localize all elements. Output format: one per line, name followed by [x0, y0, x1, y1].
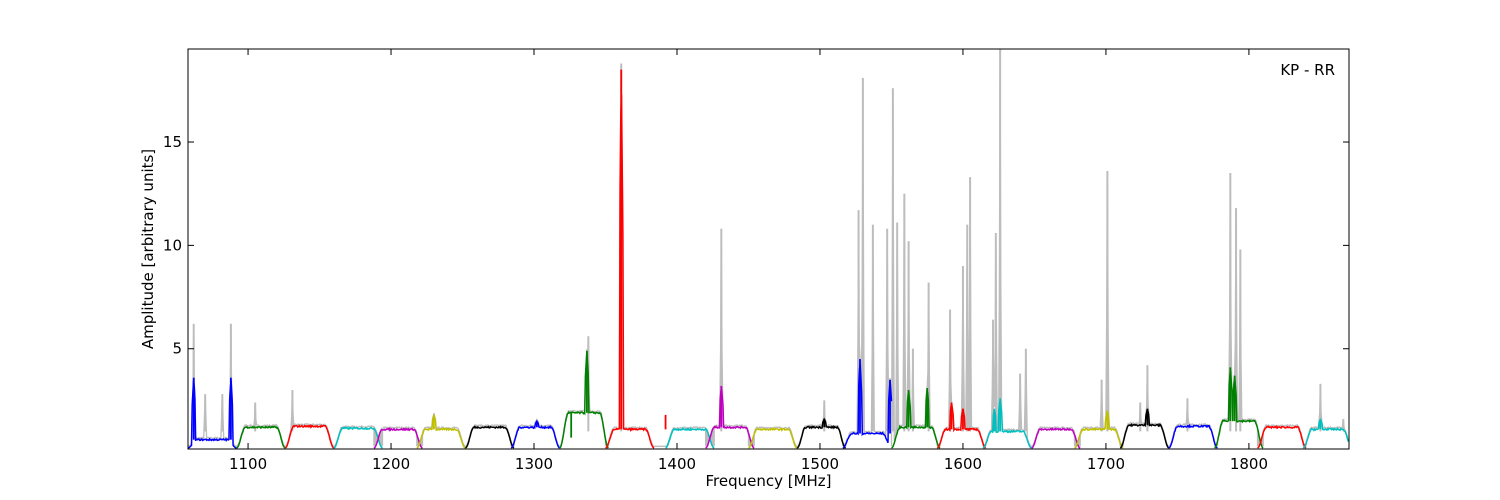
band-series-line [705, 388, 755, 449]
band-series-line [1119, 408, 1170, 449]
band-series-line [1168, 423, 1218, 449]
y-tick-label: 15 [163, 133, 182, 151]
raw-spectrum-line [188, 49, 1349, 449]
band-series-line [605, 94, 655, 449]
band-series-line [373, 426, 423, 449]
x-tick-label: 1700 [1087, 455, 1125, 473]
plot-frame [187, 48, 1350, 450]
band-series-line [510, 419, 561, 449]
band-series-line [1031, 427, 1081, 449]
band-series-line [1214, 370, 1264, 449]
x-tick-label: 1300 [515, 455, 553, 473]
x-tick-label: 1500 [801, 455, 839, 473]
band-series-line [982, 400, 1032, 449]
band-series-line [465, 425, 515, 449]
band-series-line [796, 417, 846, 449]
y-axis-ticks: 5 10 15 [163, 133, 1349, 358]
band-series-line [1074, 410, 1124, 449]
x-tick-label: 1800 [1230, 455, 1268, 473]
band-series-line [333, 426, 383, 449]
band-series-line [842, 363, 893, 449]
band-series-line [284, 423, 335, 449]
band-series-line [936, 402, 987, 449]
band-series-line [188, 380, 237, 449]
y-axis-label: Amplitude [arbitrary units] [139, 149, 157, 349]
band-spectrum-layer [188, 69, 1349, 449]
plot-annotation: KP - RR [1280, 61, 1335, 79]
y-tick-label: 10 [163, 236, 182, 254]
x-axis-label: Frequency [MHz] [705, 472, 831, 490]
x-axis-ticks: 1100 1200 1300 1400 1500 1600 1700 1800 [229, 49, 1268, 473]
y-tick-label: 5 [172, 340, 182, 358]
band-series-line [891, 390, 941, 449]
x-tick-label: 1600 [944, 455, 982, 473]
band-series-line [665, 426, 715, 449]
band-series-line [1302, 418, 1349, 449]
x-tick-label: 1200 [372, 455, 410, 473]
band-series-line [236, 425, 286, 449]
x-tick-label: 1400 [658, 455, 696, 473]
band-series-line [559, 352, 609, 449]
band-series-line [748, 427, 798, 449]
band-series-line [1257, 424, 1307, 449]
band-series-line [416, 413, 466, 449]
raw-spectrum-layer [188, 49, 1349, 449]
x-tick-label: 1100 [229, 455, 267, 473]
